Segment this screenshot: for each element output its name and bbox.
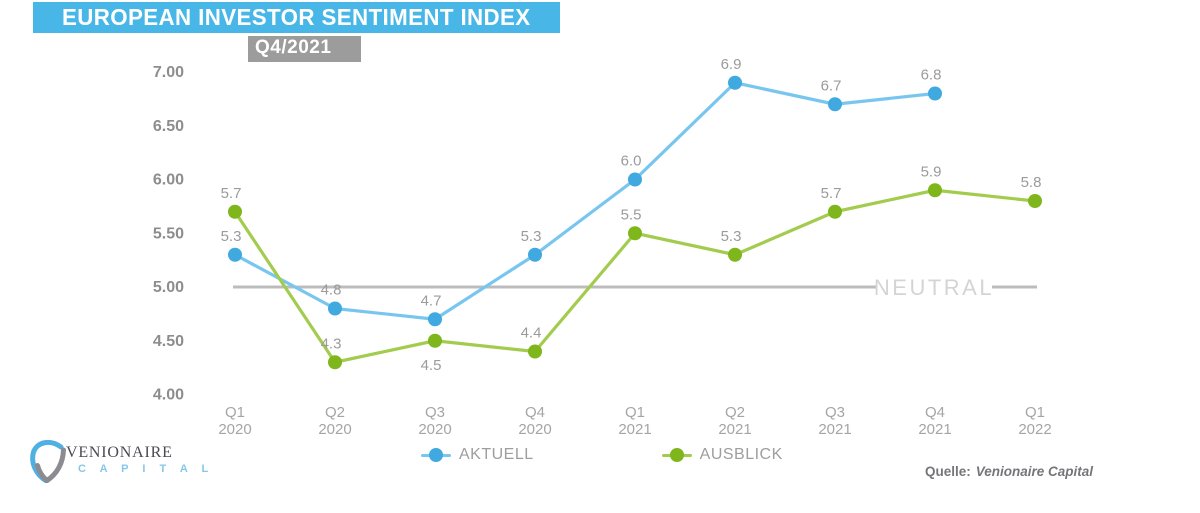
data-point-marker: [828, 97, 842, 112]
data-point-label: 5.7: [821, 185, 842, 202]
legend-item-aktuell: AKTUELL: [421, 446, 534, 464]
venionaire-logo: VENIONAIRE C A P I T A L: [28, 439, 208, 488]
x-tick-label: Q1 2020: [218, 404, 251, 438]
data-point-label: 6.7: [821, 77, 842, 94]
title-banner: EUROPEAN INVESTOR SENTIMENT INDEX: [33, 2, 560, 33]
legend-label-aktuell: AKTUELL: [459, 446, 534, 463]
data-point-label: 5.8: [1021, 174, 1042, 191]
logo-name: VENIONAIRE: [66, 444, 173, 461]
legend-dot-icon: [429, 448, 443, 462]
data-point-label: 6.8: [921, 67, 942, 84]
y-tick-label: 6.50: [153, 118, 184, 135]
data-point-marker: [728, 247, 742, 262]
data-point-marker: [228, 204, 242, 219]
x-tick-label: Q3 2020: [418, 404, 451, 438]
legend-dot-icon: [669, 448, 684, 462]
data-point-label: 5.3: [721, 228, 742, 245]
y-tick-label: 5.00: [153, 279, 184, 296]
series-line-aktuell: [233, 81, 937, 321]
data-point-label: 5.9: [921, 163, 942, 180]
data-point-marker: [1028, 194, 1042, 208]
x-tick-label: Q1 2022: [1018, 404, 1051, 438]
data-point-marker: [428, 312, 442, 327]
source-value: Venionaire Capital: [975, 464, 1094, 479]
x-tick-label: Q2 2020: [318, 404, 351, 438]
y-tick-label: 4.50: [153, 333, 184, 350]
data-point-label: 5.3: [221, 228, 242, 245]
data-point-marker: [928, 183, 942, 198]
subtitle-badge: Q4/2021: [248, 36, 362, 62]
data-point-marker: [728, 75, 742, 90]
data-point-marker: [328, 355, 342, 370]
x-tick-label: Q4 2020: [518, 404, 551, 438]
logo-subname: C A P I T A L: [78, 463, 214, 475]
data-point-label: 5.5: [621, 206, 642, 223]
data-point-marker: [228, 247, 242, 262]
ausblick-line-marker-icon: [661, 448, 692, 462]
y-tick-label: 6.00: [153, 172, 184, 189]
source-note: Quelle: Venionaire Capital: [925, 464, 1093, 479]
legend-item-ausblick: AUSBLICK: [661, 446, 783, 464]
data-point-marker: [828, 204, 842, 219]
data-point-marker: [528, 344, 542, 359]
data-point-label: 4.7: [421, 292, 442, 309]
neutral-label: NEUTRAL: [874, 275, 994, 300]
data-point-marker: [628, 172, 642, 187]
x-tick-label: Q2 2021: [718, 404, 751, 438]
data-point-marker: [328, 301, 342, 316]
data-point-marker: [928, 86, 942, 101]
data-point-label: 4.4: [521, 325, 542, 342]
data-point-label: 6.0: [621, 153, 642, 170]
data-point-label: 5.7: [221, 185, 242, 202]
data-point-label: 4.5: [421, 357, 442, 374]
legend-label-ausblick: AUSBLICK: [699, 446, 783, 463]
aktuell-line-marker-icon: [421, 448, 451, 462]
data-point-label: 4.3: [321, 335, 342, 352]
x-tick-label: Q4 2021: [918, 404, 951, 438]
data-point-marker: [628, 226, 642, 241]
data-point-marker: [528, 247, 542, 262]
y-tick-label: 4.00: [153, 387, 184, 404]
page-title: EUROPEAN INVESTOR SENTIMENT INDEX: [62, 4, 531, 30]
y-tick-label: 7.00: [153, 64, 184, 81]
data-point-label: 6.9: [721, 56, 742, 73]
venionaire-shield-icon: [30, 439, 66, 484]
data-point-label: 4.8: [321, 282, 342, 299]
chart-legend: AKTUELL AUSBLICK: [421, 446, 783, 464]
data-point-label: 5.3: [521, 228, 542, 245]
x-tick-label: Q1 2021: [618, 404, 651, 438]
y-tick-label: 5.50: [153, 225, 184, 242]
x-tick-label: Q3 2021: [818, 404, 851, 438]
data-point-marker: [428, 333, 442, 348]
source-label: Quelle:: [925, 464, 971, 479]
